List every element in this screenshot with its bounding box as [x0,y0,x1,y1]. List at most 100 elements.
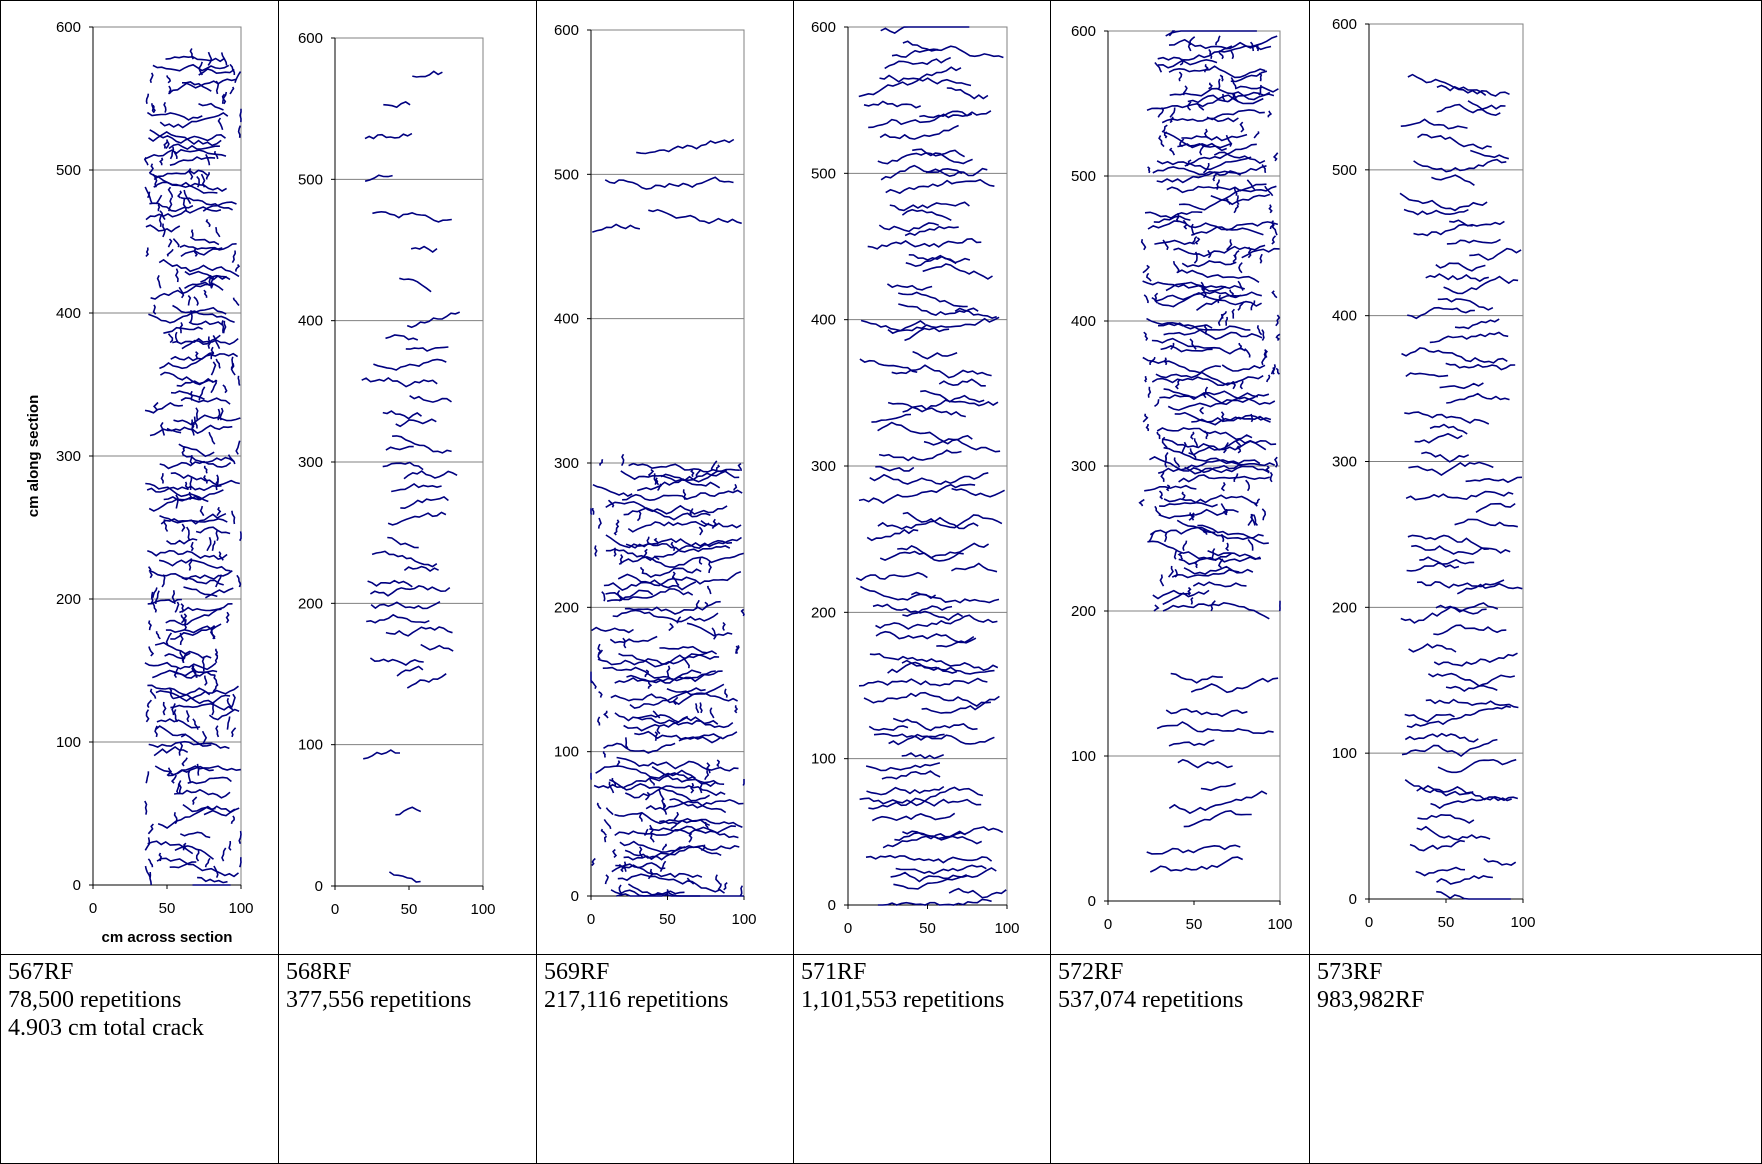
crack [659,645,718,655]
crack [872,603,963,621]
crack [611,863,703,878]
crack [1237,301,1245,311]
y-tick-label: 600 [811,19,836,36]
crack [1401,347,1508,364]
crack [1168,65,1266,79]
crack [1236,445,1242,454]
crack [619,840,686,853]
crack [709,707,715,719]
crack [1208,48,1213,59]
crack [1201,285,1207,299]
crack [1435,602,1499,613]
crack [152,401,159,411]
x-tick-label: 100 [228,900,253,917]
crack [647,468,655,478]
crack [1399,192,1488,212]
crack [219,407,224,421]
y-tick-label: 300 [811,458,836,475]
panel-divider [1050,0,1051,1164]
crack [172,337,239,346]
crack [1202,386,1209,399]
crack [858,66,962,98]
panel-id: 569RF [544,959,610,985]
crack [1163,329,1263,340]
plot-area [590,29,745,897]
crack [1181,441,1187,454]
y-tick-label: 200 [1332,599,1357,616]
crack [1268,204,1273,214]
crack [623,861,627,872]
x-tick-label: 0 [89,900,97,917]
crack [154,725,187,737]
crack [181,446,186,455]
crack [742,779,745,786]
crack [227,454,236,465]
crack [221,847,227,862]
y-tick-label: 400 [1071,313,1096,330]
crack [1146,317,1251,331]
panel-id: 567RF [8,959,74,985]
crack [608,781,615,794]
crack [210,346,215,360]
crack [201,730,208,745]
crack [1142,280,1246,292]
crack [1194,561,1198,569]
crack [1163,131,1168,139]
crack [1189,512,1195,521]
crack [222,320,227,334]
crack [210,629,216,640]
crack [146,111,203,121]
crack [1161,436,1168,449]
crack [616,893,744,897]
crack [1404,779,1474,797]
figure-border-top [0,0,1762,1]
crack [1149,356,1156,365]
crack [892,717,978,732]
crack-lines [590,138,745,897]
crack [638,846,644,858]
crack [1414,432,1463,444]
crack [149,129,226,144]
crack [649,778,655,786]
crack [1183,809,1252,828]
crack [159,460,232,470]
crack [1156,165,1267,184]
crack [152,603,157,613]
crack [591,626,634,634]
crack [192,718,199,730]
crack [1437,297,1494,311]
panel-caption: 568RF 377,556 repetitions [286,958,471,1014]
crack [623,507,711,521]
crack [1261,354,1267,366]
crack [149,172,228,192]
crack [879,74,972,87]
crack [902,40,1004,59]
crack [1153,604,1160,612]
crack [221,320,225,334]
crack [1437,758,1517,774]
crack [167,186,174,198]
crack [614,670,716,684]
crack [235,264,241,272]
crack [161,574,166,588]
crack [154,725,158,738]
crack [1154,505,1162,516]
crack [1147,386,1152,398]
crack [1445,674,1515,692]
crack [1446,392,1510,404]
crack [229,86,235,95]
crack [187,776,232,785]
crack [1454,318,1500,330]
x-tick-label: 100 [1267,916,1292,933]
crack [858,483,976,505]
crack [1245,479,1250,492]
crack [1190,431,1195,440]
crack [189,310,193,323]
crack [182,81,212,92]
crack [1158,508,1239,520]
crack [596,802,602,810]
crack [897,542,990,559]
y-tick-label: 0 [315,878,323,895]
crack [612,609,719,623]
crack [1247,538,1254,551]
